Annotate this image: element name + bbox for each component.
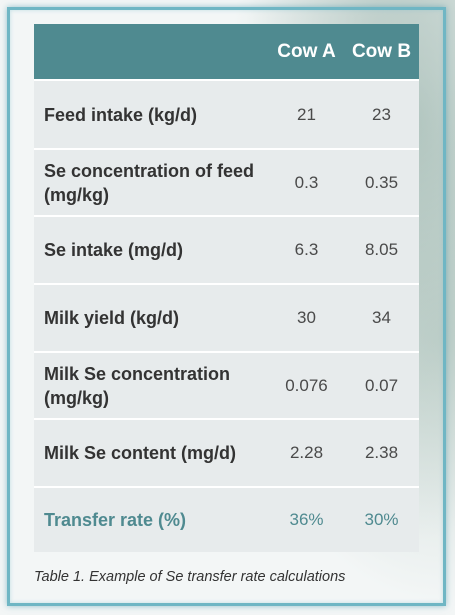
cell-value: 36% — [289, 510, 324, 529]
table-row: Milk Se concentration (mg/kg) 0.076 0.07 — [34, 351, 419, 418]
cell-value: 30% — [364, 510, 399, 529]
cell-value: 34 — [372, 308, 391, 327]
cell-value: 2.28 — [289, 443, 324, 462]
cell-value: 6.3 — [294, 240, 319, 259]
table-row: Se intake (mg/d) 6.3 8.05 — [34, 215, 419, 283]
cell-value: 0.07 — [364, 375, 399, 395]
table-header: Cow A Cow B — [34, 24, 419, 79]
row-label: Transfer rate (%) — [44, 510, 187, 530]
cell-value: 23 — [372, 104, 391, 124]
row-label: Se concentration of feed (mg/kg) — [44, 160, 255, 205]
cell-value: 21 — [297, 104, 316, 124]
column-header-cow-a: Cow A — [277, 40, 336, 62]
table-row: Se concentration of feed (mg/kg) 0.3 0.3… — [34, 148, 419, 215]
table-row: Milk yield (kg/d) 30 34 — [34, 283, 419, 351]
row-label: Milk Se content (mg/d) — [44, 443, 237, 463]
table-row-transfer-rate: Transfer rate (%) 36% 30% — [34, 486, 419, 552]
table-row: Feed intake (kg/d) 21 23 — [34, 79, 419, 148]
cell-value: 8.05 — [364, 240, 399, 259]
border-frame — [7, 7, 446, 606]
cell-value: 0.3 — [294, 172, 319, 192]
cell-value: 30 — [297, 308, 316, 327]
row-label: Feed intake (kg/d) — [44, 104, 198, 125]
row-label: Milk Se concentration (mg/kg) — [44, 363, 231, 408]
cell-value: 2.38 — [364, 443, 399, 462]
data-table: Cow A Cow B Feed intake (kg/d) 21 23 Se … — [34, 24, 419, 552]
column-header-cow-b: Cow B — [351, 40, 412, 62]
table-row: Milk Se content (mg/d) 2.28 2.38 — [34, 418, 419, 486]
cell-value: 0.076 — [285, 375, 328, 395]
table-caption: Table 1. Example of Se transfer rate cal… — [34, 569, 346, 585]
row-label: Milk yield (kg/d) — [44, 308, 180, 328]
row-label: Se intake (mg/d) — [44, 240, 184, 260]
cell-value: 0.35 — [364, 172, 399, 192]
